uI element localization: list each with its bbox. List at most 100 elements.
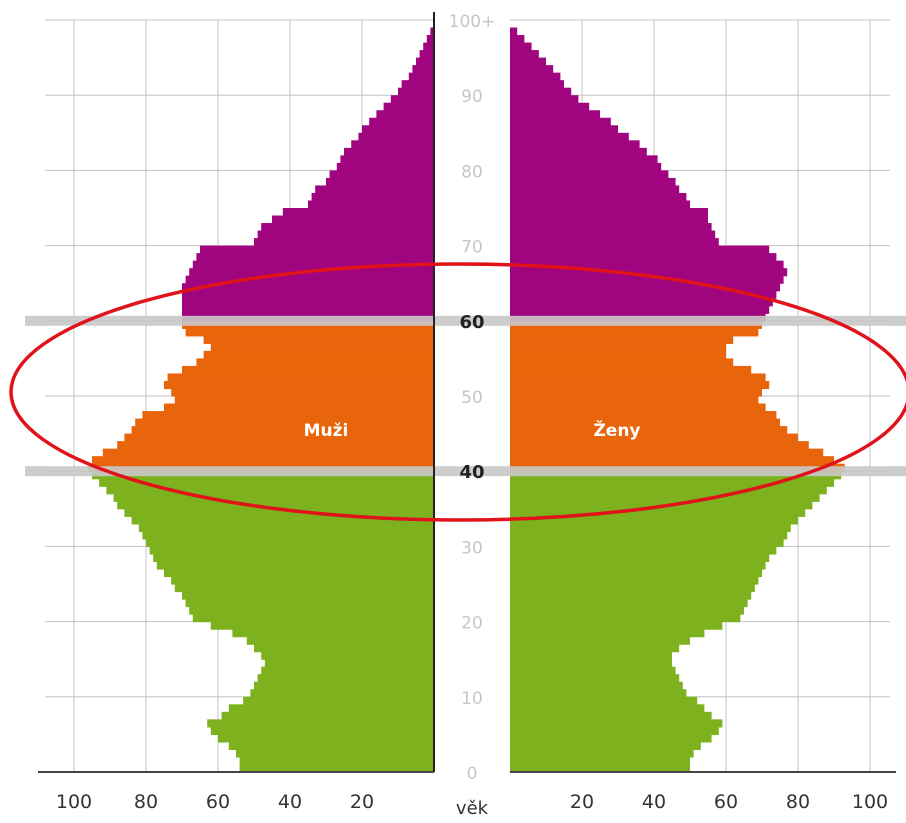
highlight-band-40 bbox=[25, 466, 906, 477]
bar-male-age-48 bbox=[164, 403, 434, 412]
bar-male-age-49 bbox=[174, 396, 435, 405]
bar-female-age-91 bbox=[510, 80, 564, 89]
bar-female-age-37 bbox=[510, 486, 827, 495]
bar-male-age-89 bbox=[390, 95, 434, 104]
bar-female-age-73 bbox=[510, 215, 708, 224]
bar-female-age-6 bbox=[510, 719, 723, 728]
bar-male-age-4 bbox=[218, 734, 434, 743]
bar-female-age-56 bbox=[510, 343, 726, 352]
x-tick-right-40: 40 bbox=[642, 791, 666, 813]
bar-male-age-32 bbox=[138, 523, 435, 532]
bar-female-age-89 bbox=[510, 95, 579, 104]
bar-female-age-58 bbox=[510, 328, 759, 337]
bar-female-age-24 bbox=[510, 584, 755, 593]
bar-female-age-74 bbox=[510, 208, 708, 217]
age-tick-30: 30 bbox=[461, 538, 483, 558]
bar-female-age-69 bbox=[510, 245, 770, 254]
bar-male-age-2 bbox=[236, 749, 434, 758]
axes bbox=[38, 12, 896, 773]
x-tick-right-60: 60 bbox=[714, 791, 738, 813]
bar-male-age-53 bbox=[182, 365, 434, 375]
bar-male-age-92 bbox=[408, 72, 434, 81]
age-tick-20: 20 bbox=[461, 614, 483, 634]
bar-female-age-55 bbox=[510, 350, 726, 359]
bar-female-age-25 bbox=[510, 576, 759, 585]
bar-male-age-72 bbox=[261, 223, 434, 232]
bar-female-age-16 bbox=[510, 644, 680, 653]
bar-female-age-20 bbox=[510, 614, 741, 623]
bar-male-age-56 bbox=[210, 343, 434, 352]
bar-male-age-75 bbox=[308, 200, 434, 209]
highlight-bands bbox=[25, 315, 906, 477]
bar-male-age-98 bbox=[430, 27, 434, 36]
bar-female-age-44 bbox=[510, 433, 798, 442]
bar-male-age-42 bbox=[102, 448, 435, 457]
bar-male-age-28 bbox=[153, 553, 434, 563]
bar-male-age-90 bbox=[398, 87, 434, 96]
bar-female-age-26 bbox=[510, 568, 762, 578]
bar-male-age-45 bbox=[131, 426, 434, 435]
age-tick-90: 90 bbox=[461, 87, 483, 107]
x-tick-left-80: 80 bbox=[134, 791, 158, 813]
bar-female-age-96 bbox=[510, 42, 532, 51]
bar-male-age-50 bbox=[171, 388, 434, 397]
bar-female-age-62 bbox=[510, 298, 773, 307]
age-tick-60: 60 bbox=[459, 312, 484, 333]
bar-female-age-5 bbox=[510, 726, 719, 735]
bar-male-age-78 bbox=[326, 177, 434, 187]
bar-female-age-2 bbox=[510, 749, 694, 758]
bar-female-age-61 bbox=[510, 305, 770, 314]
bar-female-age-0 bbox=[510, 764, 690, 773]
bar-male-age-46 bbox=[135, 418, 434, 427]
bar-female-age-63 bbox=[510, 290, 777, 299]
bar-female-age-17 bbox=[510, 636, 690, 645]
bar-female-age-47 bbox=[510, 411, 777, 420]
bar-female-age-27 bbox=[510, 561, 766, 570]
bar-male-age-54 bbox=[196, 358, 434, 367]
bar-female-age-88 bbox=[510, 102, 590, 111]
bar-male-age-61 bbox=[182, 305, 434, 314]
bar-male-age-21 bbox=[189, 606, 434, 615]
bar-female-age-36 bbox=[510, 493, 820, 502]
age-tick-70: 70 bbox=[461, 238, 483, 258]
bar-female-age-84 bbox=[510, 132, 629, 141]
bar-female-age-95 bbox=[510, 50, 539, 59]
bar-male-age-97 bbox=[426, 35, 434, 44]
age-tick-100: 100+ bbox=[449, 12, 496, 32]
bar-female-age-15 bbox=[510, 651, 672, 660]
bar-male-age-6 bbox=[207, 719, 434, 728]
center-axis-label: věk bbox=[456, 798, 489, 819]
bar-female-age-98 bbox=[510, 27, 518, 36]
bar-male-age-86 bbox=[369, 117, 434, 126]
bar-female-age-1 bbox=[510, 756, 690, 766]
bar-male-age-41 bbox=[92, 456, 434, 465]
bar-male-age-55 bbox=[203, 350, 434, 359]
bar-male-age-17 bbox=[246, 636, 434, 645]
male-bars bbox=[88, 27, 435, 773]
bar-female-age-46 bbox=[510, 418, 780, 427]
bar-male-age-91 bbox=[401, 80, 434, 89]
bar-male-age-34 bbox=[124, 508, 435, 517]
bar-female-age-22 bbox=[510, 599, 748, 608]
bar-male-age-71 bbox=[257, 230, 434, 239]
bar-female-age-19 bbox=[510, 621, 723, 630]
bar-male-age-47 bbox=[142, 411, 434, 420]
bar-male-age-29 bbox=[149, 546, 434, 555]
bar-male-age-70 bbox=[254, 238, 434, 247]
bar-male-age-87 bbox=[376, 110, 434, 119]
bar-female-age-18 bbox=[510, 629, 705, 638]
bar-male-age-85 bbox=[362, 125, 434, 134]
bar-female-age-28 bbox=[510, 553, 770, 563]
bar-male-age-95 bbox=[419, 50, 434, 59]
bar-female-age-38 bbox=[510, 478, 834, 487]
bar-male-age-52 bbox=[167, 373, 434, 382]
age-tick-10: 10 bbox=[461, 689, 483, 709]
bar-male-age-84 bbox=[358, 132, 434, 141]
bar-female-age-75 bbox=[510, 200, 690, 209]
labels: 100 80 60 40 20 20 40 60 80 100 0 10 20 30 40 50 60 70 80 9… bbox=[56, 12, 888, 819]
bar-male-age-81 bbox=[340, 155, 434, 164]
bar-male-age-9 bbox=[243, 696, 434, 705]
bar-female-age-83 bbox=[510, 140, 640, 149]
bar-male-age-33 bbox=[131, 516, 434, 525]
bar-female-age-8 bbox=[510, 704, 705, 713]
